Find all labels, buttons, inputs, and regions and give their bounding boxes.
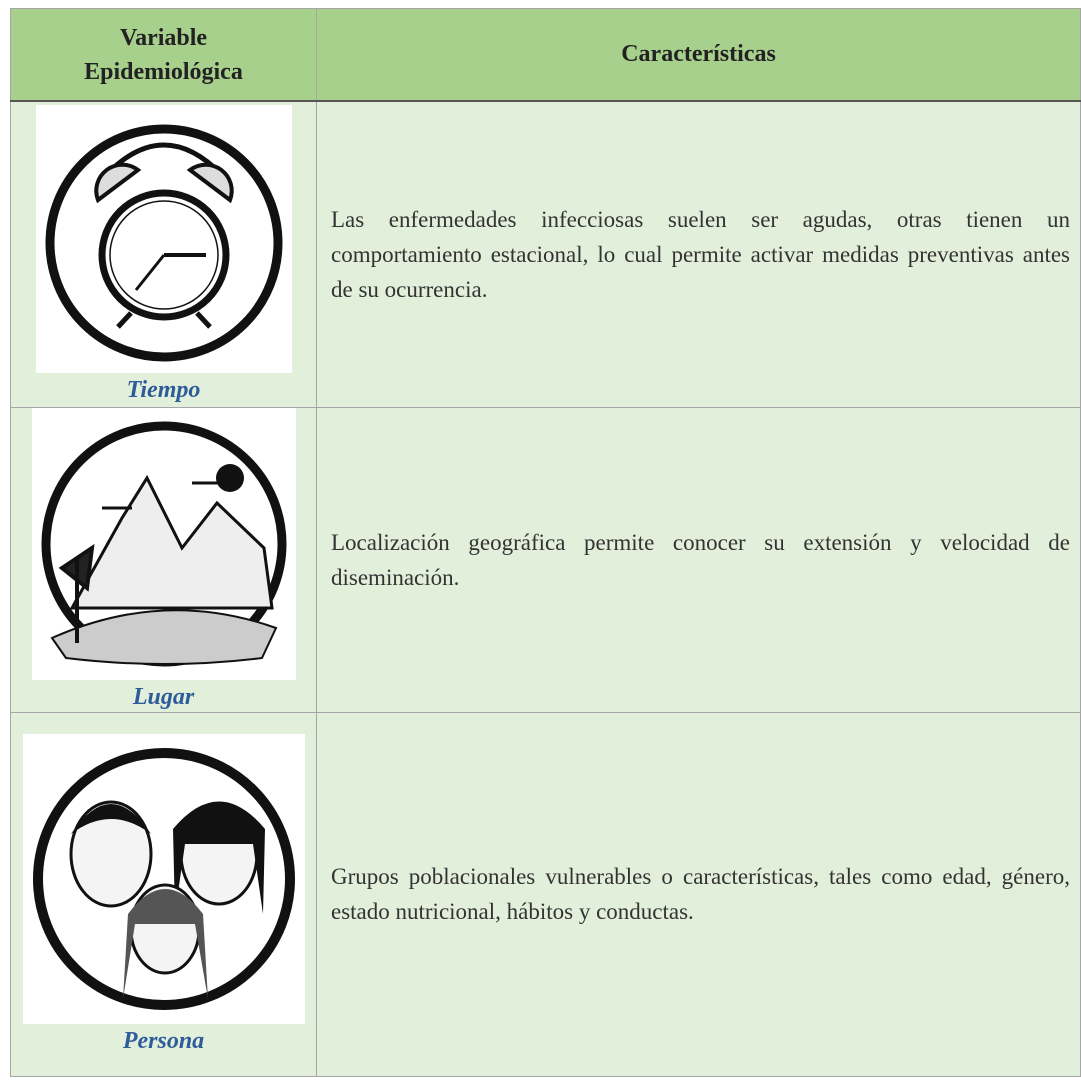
description: Las enfermedades infecciosas suelen ser … <box>316 100 1081 408</box>
row: Tiempo Las enfermedades infecciosas suel… <box>10 100 1081 408</box>
clock-illustration <box>35 104 292 373</box>
variable-label: Tiempo <box>126 376 201 403</box>
header-cell: Características <box>316 8 1081 102</box>
landscape-illustration <box>31 408 296 680</box>
description: Grupos poblacionales vulnerables o carac… <box>316 711 1081 1077</box>
variable-cell: Lugar <box>10 406 317 713</box>
people-illustration <box>22 733 305 1024</box>
row: Persona Grupos poblacionales vulnerables… <box>10 711 1081 1077</box>
variable-label: Lugar <box>132 684 195 710</box>
row: Lugar Localización geográfica permite co… <box>10 406 1081 713</box>
variable-cell: Persona <box>10 711 317 1077</box>
header-cell: Variable Epidemiológica <box>10 8 317 102</box>
header-text: Variable Epidemiológica <box>84 24 243 85</box>
variable-cell: Tiempo <box>10 100 317 408</box>
variables-table: Variable Epidemiológica Características … <box>10 8 1081 1077</box>
variable-label: Persona <box>122 1027 205 1054</box>
description: Localización geográfica permite conocer … <box>316 406 1081 713</box>
header-row: Variable Epidemiológica Características <box>10 8 1081 102</box>
